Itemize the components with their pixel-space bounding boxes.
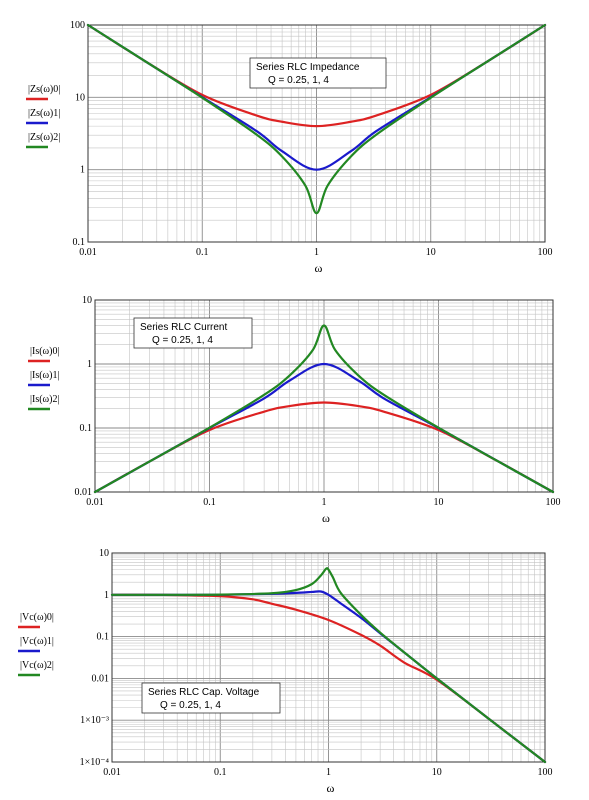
x-tick-label: 0.1 bbox=[214, 767, 227, 778]
chart-annotation: Series RLC Impedance Q = 0.25, 1, 4 bbox=[249, 57, 387, 89]
y-tick-label: 1×10⁻³ bbox=[80, 715, 109, 726]
y-tick-label: 0.1 bbox=[73, 237, 86, 248]
x-axis-label: ω bbox=[327, 781, 335, 795]
y-tick-label: 10 bbox=[99, 548, 109, 559]
plot-frame bbox=[111, 552, 546, 763]
annotation-title: Series RLC Current bbox=[140, 322, 227, 333]
x-tick-label: 1 bbox=[326, 767, 331, 778]
annotation-title: Series RLC Cap. Voltage bbox=[148, 687, 260, 698]
x-tick-label: 10 bbox=[432, 767, 442, 778]
x-tick-label: 10 bbox=[426, 247, 436, 258]
annotation-box bbox=[249, 57, 387, 89]
y-tick-label: 100 bbox=[70, 20, 85, 31]
legend-label: |Vc(ω)1| bbox=[20, 636, 54, 647]
plot-frame bbox=[87, 24, 546, 243]
x-tick-label: 100 bbox=[538, 767, 553, 778]
x-tick-label: 0.1 bbox=[196, 247, 209, 258]
y-tick-label: 10 bbox=[82, 295, 92, 306]
y-tick-label: 10 bbox=[75, 92, 85, 103]
x-tick-label: 1 bbox=[314, 247, 319, 258]
annotation-box bbox=[133, 317, 253, 349]
legend: |Vc(ω)0| |Vc(ω)1| |Vc(ω)2| bbox=[18, 612, 54, 677]
legend-label: |Zs(ω)0| bbox=[28, 84, 60, 95]
annotation-subtitle: Q = 0.25, 1, 4 bbox=[160, 700, 221, 711]
legend-label: |Is(ω)2| bbox=[30, 394, 59, 405]
x-axis-label: ω bbox=[315, 261, 323, 275]
annotation-subtitle: Q = 0.25, 1, 4 bbox=[268, 75, 329, 86]
x-tick-label: 100 bbox=[538, 247, 553, 258]
legend: |Is(ω)0| |Is(ω)1| |Is(ω)2| bbox=[28, 346, 59, 411]
chart-3: 0.01 0.1 1 10 100 1×10⁻⁴ 1×10⁻³ 0.01 0.1 1 10 ω Seri… bbox=[18, 548, 553, 795]
x-tick-label: 100 bbox=[546, 497, 561, 508]
y-tick-label: 0.1 bbox=[97, 632, 110, 643]
series-line-2 bbox=[86, 23, 547, 215]
legend-label: |Is(ω)0| bbox=[30, 346, 59, 357]
annotation-subtitle: Q = 0.25, 1, 4 bbox=[152, 335, 213, 346]
y-tick-label: 1 bbox=[87, 359, 92, 370]
annotation-title: Series RLC Impedance bbox=[256, 62, 360, 73]
x-tick-label: 0.01 bbox=[103, 767, 121, 778]
legend-label: |Vc(ω)2| bbox=[20, 660, 54, 671]
x-tick-label: 1 bbox=[322, 497, 327, 508]
legend: |Zs(ω)0| |Zs(ω)1| |Zs(ω)2| bbox=[26, 84, 60, 149]
legend-label: |Zs(ω)1| bbox=[28, 108, 60, 119]
plot-frame bbox=[94, 299, 554, 493]
y-tick-label: 1 bbox=[104, 590, 109, 601]
grid bbox=[111, 553, 545, 763]
x-tick-label: 0.1 bbox=[203, 497, 216, 508]
annotation-box bbox=[141, 682, 281, 714]
chart-2: 0.01 0.1 1 10 100 0.01 0.1 1 10 ω Series RLC Curre… bbox=[28, 295, 561, 525]
x-axis-label: ω bbox=[322, 511, 330, 525]
series-line-2 bbox=[110, 567, 547, 764]
y-tick-label: 1×10⁻⁴ bbox=[80, 757, 110, 768]
x-tick-label: 0.01 bbox=[86, 497, 104, 508]
y-tick-label: 0.01 bbox=[75, 487, 93, 498]
chart-annotation: Series RLC Current Q = 0.25, 1, 4 bbox=[133, 317, 253, 349]
chart-annotation: Series RLC Cap. Voltage Q = 0.25, 1, 4 bbox=[141, 682, 281, 714]
x-tick-label: 10 bbox=[434, 497, 444, 508]
legend-label: |Is(ω)1| bbox=[30, 370, 59, 381]
legend-label: |Vc(ω)0| bbox=[20, 612, 54, 623]
legend-label: |Zs(ω)2| bbox=[28, 132, 60, 143]
grid bbox=[87, 25, 545, 243]
y-tick-label: 0.1 bbox=[80, 423, 93, 434]
x-tick-label: 0.01 bbox=[79, 247, 97, 258]
series-line-2 bbox=[93, 324, 555, 494]
y-tick-label: 0.01 bbox=[92, 673, 110, 684]
y-tick-label: 1 bbox=[80, 165, 85, 176]
